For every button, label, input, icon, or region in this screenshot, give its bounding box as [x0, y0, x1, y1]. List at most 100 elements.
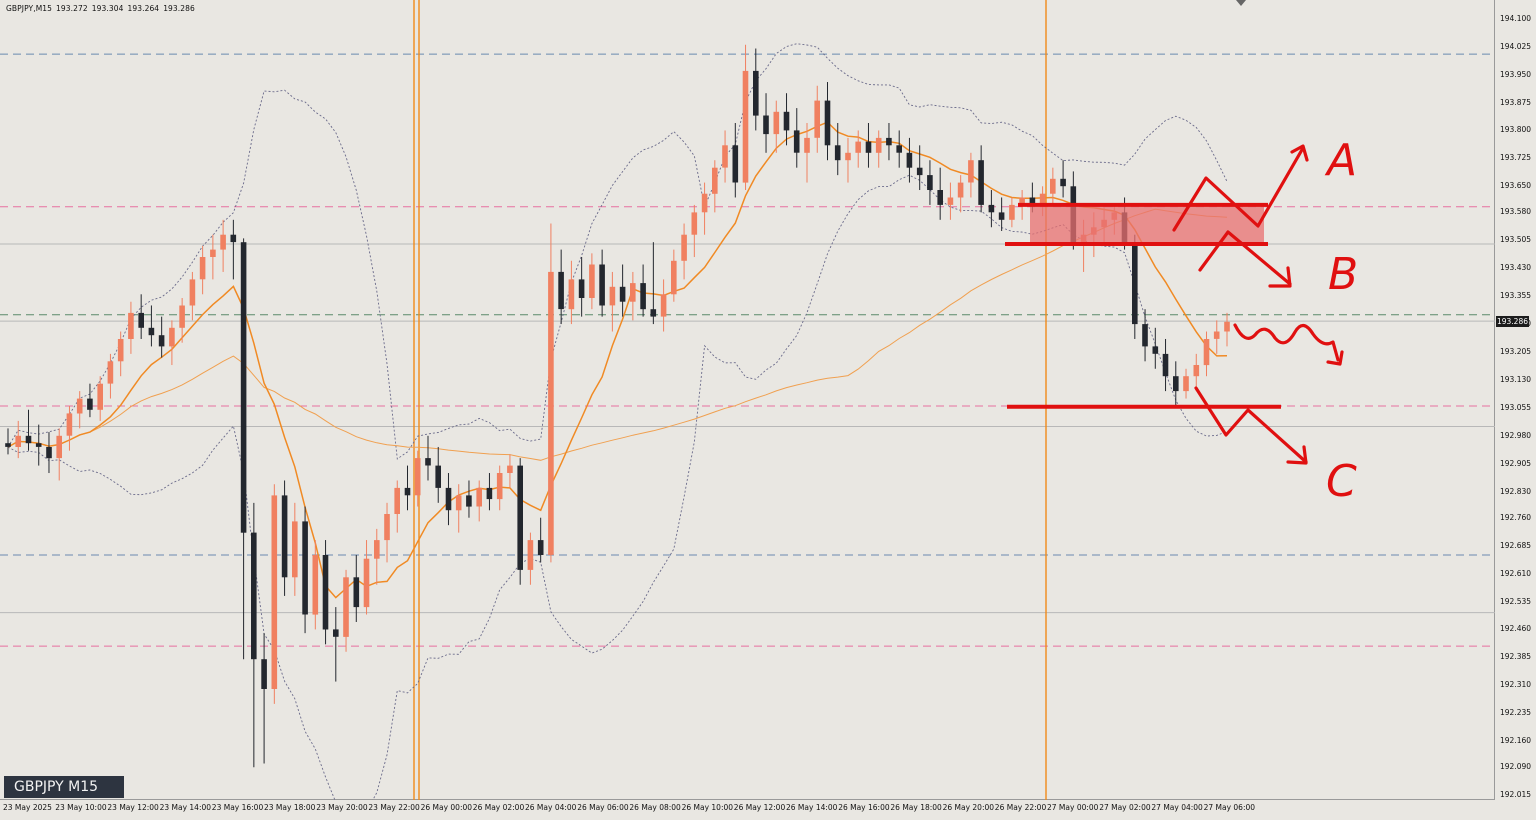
- candle-body-31: [322, 555, 329, 630]
- shift-marker-icon[interactable]: [1236, 0, 1246, 6]
- candle-body-43: [445, 487, 452, 511]
- time-tick-label: 26 May 18:00: [890, 803, 942, 812]
- time-tick-label: 26 May 10:00: [681, 803, 734, 812]
- candle-body-103: [1060, 178, 1066, 187]
- time-tick-label: 23 May 20:00: [316, 803, 368, 812]
- scenario-a-path: [1172, 146, 1305, 232]
- candle-body-96: [988, 204, 995, 213]
- candle-body-82: [845, 152, 851, 161]
- candle-body-98: [1009, 204, 1015, 220]
- candle-body-61: [630, 283, 636, 302]
- candle-body-73: [753, 70, 759, 116]
- candle-body-19: [199, 257, 206, 280]
- time-tick-label: 23 May 10:00: [55, 803, 107, 812]
- candle-body-94: [968, 160, 974, 183]
- symbol-watermark: GBPJPY M15: [4, 776, 124, 798]
- candle-body-114: [1173, 376, 1179, 392]
- time-tick-label: 27 May 00:00: [1047, 803, 1099, 812]
- candle-body-65: [671, 260, 677, 295]
- candle-body-119: [1224, 321, 1230, 332]
- candle-body-68: [701, 193, 708, 213]
- price-tick-label: 193.650: [1500, 181, 1532, 191]
- price-tick-label: 192.760: [1500, 512, 1532, 522]
- time-tick-label: 23 May 2025: [3, 803, 52, 812]
- price-tick-label: 194.100: [1500, 13, 1532, 23]
- scenario-c-path: [1194, 386, 1308, 464]
- candle-body-2: [25, 435, 32, 444]
- candle-body-35: [363, 558, 370, 608]
- time-tick-label: 23 May 16:00: [211, 803, 264, 812]
- price-tick-label: 193.355: [1500, 291, 1532, 301]
- candle-body-16: [169, 327, 175, 347]
- time-tick-label: 26 May 00:00: [420, 803, 473, 812]
- candle-body-70: [722, 145, 728, 168]
- candle-body-23: [240, 242, 247, 533]
- candle-body-49: [507, 465, 513, 473]
- bollinger-upper: [7, 43, 1228, 460]
- ma-slow: [7, 208, 1228, 461]
- candle-body-22: [230, 234, 237, 243]
- open-value: 193.272: [56, 4, 88, 13]
- price-tick-label: 192.980: [1500, 430, 1532, 440]
- scenario-a-label: A: [1324, 135, 1357, 186]
- candle-body-74: [763, 115, 769, 135]
- candle-body-78: [804, 137, 810, 153]
- time-tick-label: 27 May 04:00: [1151, 803, 1203, 812]
- candle-body-111: [1142, 324, 1148, 347]
- candle-body-0: [5, 443, 11, 447]
- time-tick-label: 27 May 02:00: [1099, 803, 1151, 812]
- price-tick-label: 192.610: [1500, 568, 1532, 578]
- candle-body-21: [220, 234, 226, 250]
- price-tick-label: 192.235: [1500, 708, 1532, 718]
- candle-body-60: [619, 286, 626, 302]
- price-tick-label: 192.905: [1500, 458, 1532, 468]
- price-tick-label: 192.685: [1500, 540, 1532, 550]
- candle-body-48: [496, 473, 503, 500]
- candle-body-30: [312, 555, 319, 615]
- price-scale[interactable]: 194.100 194.025 193.950 193.875 193.800 193.7…: [1495, 0, 1536, 800]
- candle-body-72: [742, 70, 749, 183]
- price-tick-label: 192.830: [1500, 486, 1532, 496]
- price-tick-label: 192.015: [1500, 790, 1532, 800]
- price-tick-label: 192.310: [1500, 680, 1532, 690]
- candle-body-85: [875, 137, 882, 153]
- candle-body-79: [814, 100, 820, 138]
- time-tick-label: 26 May 16:00: [838, 803, 890, 812]
- candle-body-39: [404, 487, 411, 496]
- bollinger-lower: [7, 174, 1228, 800]
- candle-body-3: [35, 443, 42, 447]
- candle-body-32: [333, 629, 339, 637]
- time-tick-label: 27 May 06:00: [1203, 803, 1256, 812]
- scenario-b-label: B: [1328, 249, 1358, 300]
- price-tick-label: 193.725: [1500, 153, 1532, 163]
- candle-body-116: [1193, 365, 1200, 377]
- price-tick-label: 192.160: [1500, 736, 1532, 746]
- symbol-timeframe: GBPJPY,M15: [6, 4, 53, 13]
- candle-body-5: [56, 435, 62, 459]
- time-tick-label: 23 May 12:00: [107, 803, 159, 812]
- candle-body-36: [374, 540, 380, 559]
- candle-body-40: [414, 458, 421, 496]
- price-chart[interactable]: A B C: [0, 0, 1495, 800]
- candle-body-91: [937, 190, 943, 205]
- candle-body-115: [1183, 376, 1189, 392]
- candle-body-84: [865, 141, 872, 153]
- candle-body-83: [855, 141, 861, 153]
- candle-body-1: [15, 435, 21, 447]
- candle-body-4: [46, 447, 52, 459]
- candle-body-113: [1162, 353, 1169, 377]
- time-tick-label: 26 May 02:00: [472, 803, 525, 812]
- candle-body-112: [1152, 346, 1159, 354]
- price-tick-label: 193.205: [1500, 347, 1532, 356]
- price-tick-label: 192.385: [1500, 652, 1532, 662]
- close-value: 193.286: [163, 4, 195, 13]
- scenario-a-arrowhead: [1290, 144, 1309, 162]
- candle-body-66: [681, 234, 687, 261]
- candle-body-8: [87, 398, 93, 410]
- price-tick-label: 193.580: [1500, 207, 1532, 217]
- price-tick-label: 192.460: [1500, 624, 1532, 634]
- candle-body-38: [394, 487, 400, 514]
- time-scale[interactable]: 23 May 2025 23 May 10:00 23 May 12:00 23 Ma…: [0, 800, 1495, 820]
- time-tick-label: 26 May 20:00: [942, 803, 995, 812]
- chart-area[interactable]: A B C GBPJPY,M15 193.272 193.304 193.264 193.2…: [0, 0, 1495, 800]
